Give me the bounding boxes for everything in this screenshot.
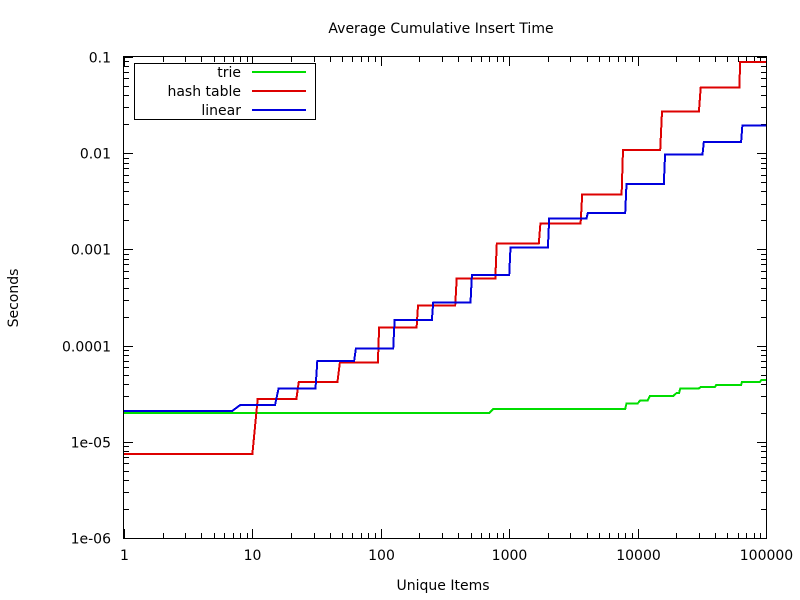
x-tick-label: 10000 bbox=[616, 548, 661, 564]
x-tick-label: 1000 bbox=[492, 548, 528, 564]
chart-title: Average Cumulative Insert Time bbox=[328, 21, 553, 37]
y-tick-label: 0.001 bbox=[71, 243, 111, 259]
y-tick-label: 1e-06 bbox=[71, 532, 111, 548]
series-line-hash-table bbox=[124, 60, 766, 455]
legend-label: trie bbox=[217, 65, 241, 81]
legend-label: hash table bbox=[167, 84, 241, 100]
y-tick-label: 0.1 bbox=[89, 51, 111, 67]
series-line-trie bbox=[124, 378, 766, 414]
x-tick-label: 1 bbox=[120, 548, 129, 564]
series-line-linear bbox=[124, 124, 766, 412]
x-tick-label: 100 bbox=[368, 548, 395, 564]
axis-ticks: 1 10 100 1000 10000 100000 1e-06 1e-05 0.0001 0.0… bbox=[62, 51, 793, 565]
x-tick-label: 100000 bbox=[740, 548, 793, 564]
legend: trie hash table linear bbox=[134, 63, 316, 120]
legend-items: trie hash table linear bbox=[167, 65, 306, 119]
x-tick-label: 10 bbox=[244, 548, 262, 564]
y-tick-label: 1e-05 bbox=[71, 436, 111, 452]
plot-frame bbox=[123, 56, 767, 539]
x-axis-label: Unique Items bbox=[397, 578, 490, 594]
y-axis-label: Seconds bbox=[6, 269, 22, 328]
y-tick-label: 0.0001 bbox=[62, 340, 111, 356]
y-tick-label: 0.01 bbox=[80, 147, 111, 163]
plot-series bbox=[124, 60, 766, 455]
legend-label: linear bbox=[201, 103, 241, 119]
